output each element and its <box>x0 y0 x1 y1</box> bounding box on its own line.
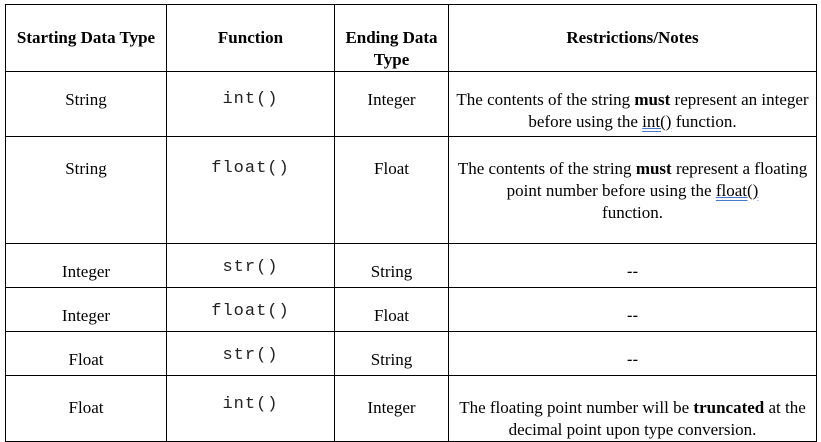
cell-notes: The contents of the string must represen… <box>448 136 817 244</box>
notes-text: at the decimal point upon type conversio… <box>508 398 806 439</box>
table-row: String int() Integer The contents of the… <box>5 71 817 137</box>
cell-function: int() <box>166 71 335 137</box>
cell-starting-type: Integer <box>5 243 167 288</box>
cell-function: str() <box>166 331 335 376</box>
cell-notes: The floating point number will be trunca… <box>448 375 817 442</box>
cell-ending-type: Float <box>334 136 449 244</box>
cell-notes: -- <box>448 243 817 288</box>
cell-function: float() <box>166 136 335 244</box>
cell-ending-type: String <box>334 331 449 376</box>
notes-emphasis: must <box>634 90 671 109</box>
cell-function: int() <box>166 375 335 442</box>
cell-notes: -- <box>448 287 817 332</box>
notes-text: function. <box>602 203 663 222</box>
notes-function-ref: float() <box>715 181 759 200</box>
notes-text: The contents of the string <box>456 90 635 109</box>
notes-emphasis: truncated <box>693 398 765 417</box>
cell-starting-type: String <box>5 136 167 244</box>
table-row: Float str() String -- <box>5 331 817 376</box>
header-starting-type: Starting Data Type <box>5 4 167 72</box>
cell-notes: -- <box>448 331 817 376</box>
table-row: Float int() Integer The floating point n… <box>5 375 817 442</box>
notes-text: function. <box>671 112 737 131</box>
cell-starting-type: String <box>5 71 167 137</box>
cell-ending-type: Integer <box>334 375 449 442</box>
cell-function: float() <box>166 287 335 332</box>
cell-ending-type: String <box>334 243 449 288</box>
header-function: Function <box>166 4 335 72</box>
notes-emphasis: must <box>635 159 672 178</box>
header-notes: Restrictions/Notes <box>448 4 817 72</box>
notes-text: represent a floating point number before… <box>506 159 808 200</box>
header-ending-type: Ending Data Type <box>334 4 449 72</box>
type-conversion-table: Starting Data Type Function Ending Data … <box>5 4 817 442</box>
cell-starting-type: Float <box>5 331 167 376</box>
cell-ending-type: Integer <box>334 71 449 137</box>
cell-notes: The contents of the string must represen… <box>448 71 817 137</box>
table-row: String float() Float The contents of the… <box>5 136 817 244</box>
cell-starting-type: Float <box>5 375 167 442</box>
table-row: Integer str() String -- <box>5 243 817 288</box>
table-row: Integer float() Float -- <box>5 287 817 332</box>
notes-text: represent an integer before using the <box>528 90 809 131</box>
notes-text: The contents of the string <box>457 159 636 178</box>
header-row: Starting Data Type Function Ending Data … <box>5 4 817 72</box>
cell-ending-type: Float <box>334 287 449 332</box>
cell-function: str() <box>166 243 335 288</box>
cell-starting-type: Integer <box>5 287 167 332</box>
notes-function-ref: int() <box>642 112 672 131</box>
notes-text: The floating point number will be <box>459 398 694 417</box>
